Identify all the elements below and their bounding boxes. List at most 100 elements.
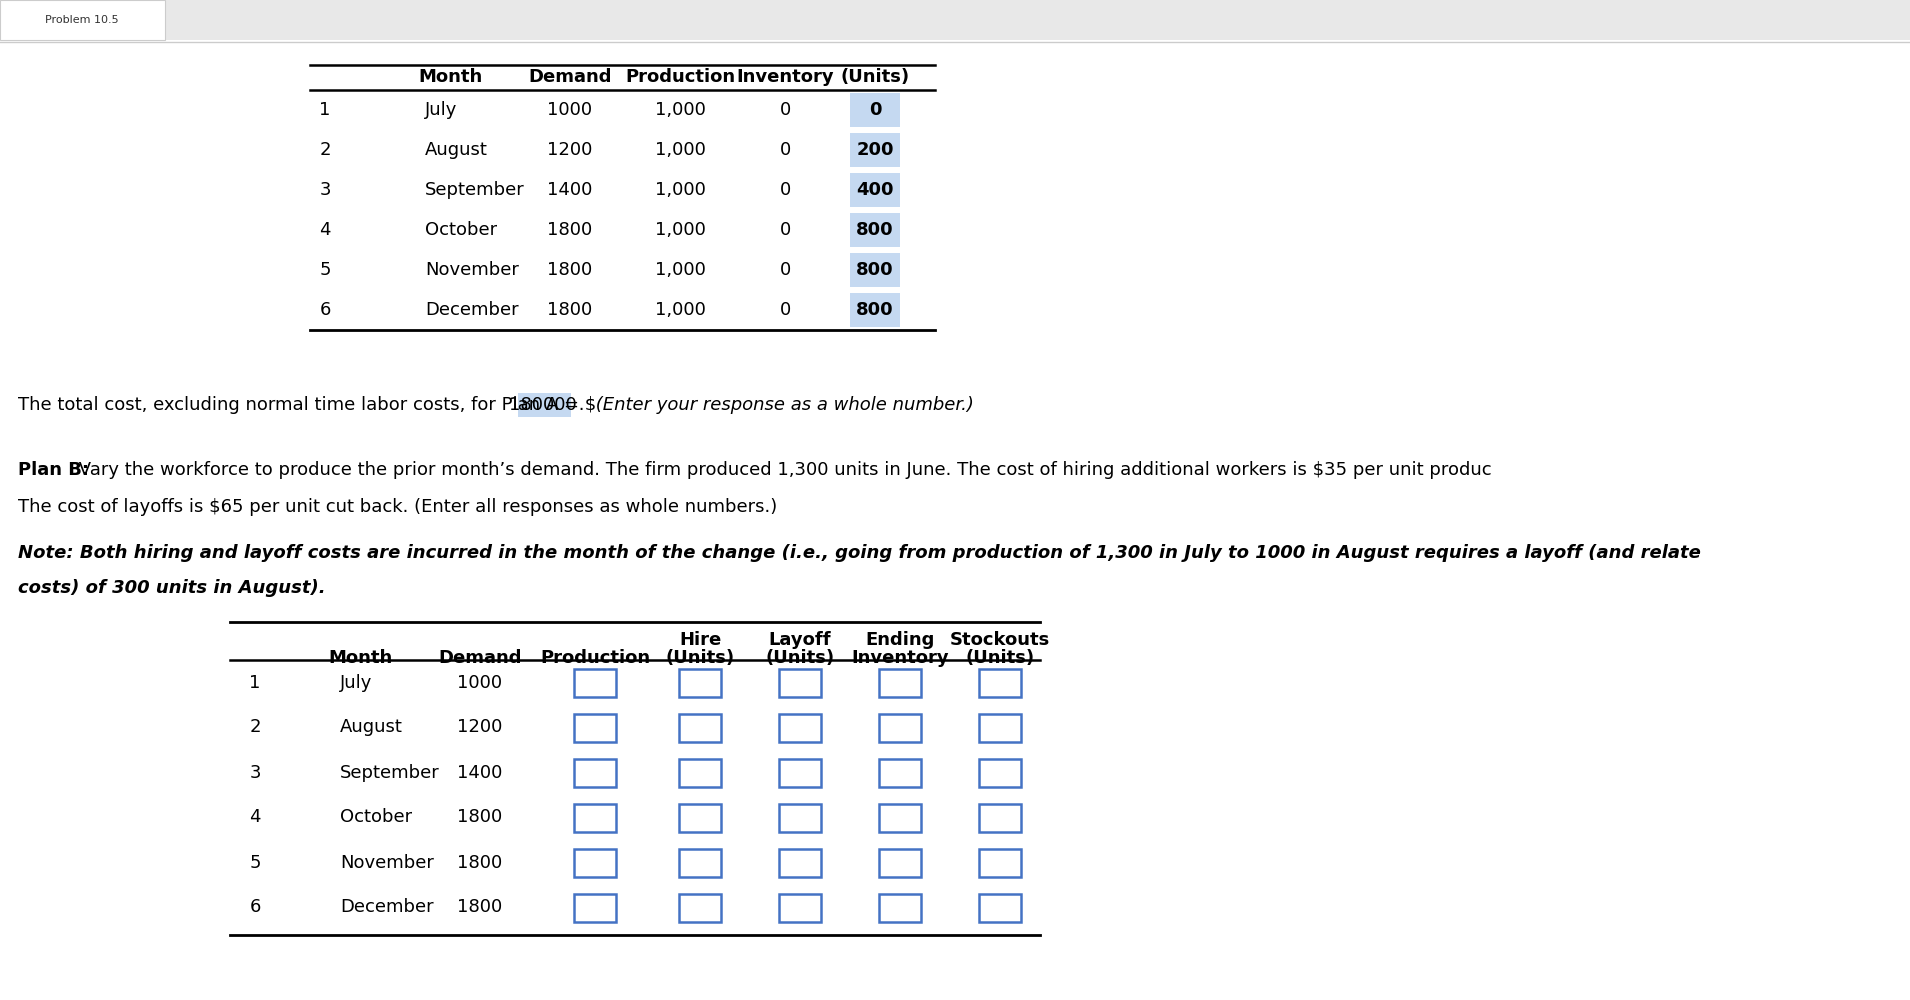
Text: (Units): (Units) [965, 649, 1035, 667]
Text: (Units): (Units) [665, 649, 735, 667]
Text: November: November [340, 854, 434, 871]
Text: (Enter your response as a whole number.): (Enter your response as a whole number.) [590, 396, 974, 414]
Text: 400: 400 [856, 181, 894, 199]
Bar [879, 668, 921, 696]
Bar [678, 668, 720, 696]
Text: 4: 4 [319, 221, 330, 239]
Bar [850, 173, 900, 207]
Text: 3: 3 [319, 181, 330, 199]
Bar [879, 758, 921, 786]
Bar [980, 758, 1022, 786]
Text: The total cost, excluding normal time labor costs, for Plan A = $: The total cost, excluding normal time la… [17, 396, 602, 414]
Bar [850, 93, 900, 127]
Text: 0: 0 [779, 101, 791, 119]
Bar [980, 894, 1022, 922]
Text: Inventory: Inventory [852, 649, 949, 667]
Text: Month: Month [329, 649, 392, 667]
Text: August: August [426, 141, 487, 159]
Text: 1,000: 1,000 [655, 101, 705, 119]
Text: July: July [340, 674, 372, 692]
Text: Stockouts: Stockouts [949, 631, 1050, 649]
Text: 6: 6 [319, 301, 330, 319]
Text: 800: 800 [856, 221, 894, 239]
Bar [678, 848, 720, 876]
Bar [678, 758, 720, 786]
Text: 1800: 1800 [548, 301, 592, 319]
Text: Plan B:: Plan B: [17, 461, 90, 479]
Text: August: August [340, 718, 403, 736]
Text: 1800: 1800 [548, 221, 592, 239]
Bar [779, 668, 821, 696]
Text: Ending: Ending [865, 631, 934, 649]
Bar [879, 894, 921, 922]
Bar [879, 714, 921, 742]
Bar [575, 894, 617, 922]
Bar [518, 393, 571, 417]
Text: October: October [426, 221, 497, 239]
Text: 0: 0 [779, 261, 791, 279]
Text: 1400: 1400 [548, 181, 592, 199]
Bar [575, 804, 617, 832]
Text: 1800: 1800 [456, 854, 502, 871]
Bar [779, 758, 821, 786]
Bar [850, 213, 900, 247]
Bar [779, 894, 821, 922]
Text: 1,000: 1,000 [655, 181, 705, 199]
Text: Production: Production [625, 68, 735, 87]
Text: Problem 10.5: Problem 10.5 [46, 15, 118, 25]
Bar [850, 133, 900, 167]
Text: 1800: 1800 [456, 898, 502, 916]
Text: 1800: 1800 [548, 261, 592, 279]
Text: 0: 0 [869, 101, 881, 119]
Bar [850, 253, 900, 287]
Text: 1,000: 1,000 [655, 301, 705, 319]
Text: Inventory: Inventory [735, 68, 835, 87]
Text: 1000: 1000 [456, 674, 502, 692]
Text: 3: 3 [248, 764, 262, 782]
Text: (Units): (Units) [840, 68, 909, 87]
Text: 6: 6 [250, 898, 260, 916]
Text: Demand: Demand [529, 68, 611, 87]
Text: 0: 0 [779, 301, 791, 319]
Text: Vary the workforce to produce the prior month’s demand. The firm produced 1,300 : Vary the workforce to produce the prior … [73, 461, 1492, 479]
Text: The cost of layoffs is $65 per unit cut back. (Enter all responses as whole numb: The cost of layoffs is $65 per unit cut … [17, 498, 777, 516]
Text: 4: 4 [248, 808, 262, 826]
Text: 2: 2 [248, 718, 262, 736]
Bar [678, 804, 720, 832]
Text: 1,000: 1,000 [655, 221, 705, 239]
Text: November: November [426, 261, 520, 279]
Text: 1: 1 [319, 101, 330, 119]
Text: 5: 5 [248, 854, 262, 871]
Text: Production: Production [541, 649, 649, 667]
Text: 200: 200 [856, 141, 894, 159]
Bar [879, 804, 921, 832]
Text: 0: 0 [779, 221, 791, 239]
Text: Hire: Hire [678, 631, 722, 649]
Text: costs) of 300 units in August).: costs) of 300 units in August). [17, 579, 325, 597]
Text: 2: 2 [319, 141, 330, 159]
Text: 1,000: 1,000 [655, 141, 705, 159]
Bar [879, 848, 921, 876]
Bar [575, 848, 617, 876]
Text: 1800: 1800 [456, 808, 502, 826]
Text: 1200: 1200 [548, 141, 592, 159]
Text: 1000: 1000 [548, 101, 592, 119]
Text: September: September [426, 181, 525, 199]
Text: Month: Month [418, 68, 481, 87]
Text: Layoff: Layoff [768, 631, 831, 649]
Bar [0, 0, 1910, 40]
Text: Demand: Demand [437, 649, 521, 667]
Bar [0, 0, 164, 40]
Text: (Units): (Units) [766, 649, 835, 667]
Bar [575, 714, 617, 742]
Text: 1: 1 [250, 674, 260, 692]
Text: 800: 800 [856, 301, 894, 319]
Bar [575, 758, 617, 786]
Bar [779, 848, 821, 876]
Bar [779, 804, 821, 832]
Text: 180000: 180000 [508, 396, 577, 414]
Text: 800: 800 [856, 261, 894, 279]
Bar [980, 848, 1022, 876]
Bar [850, 293, 900, 327]
Bar [980, 714, 1022, 742]
